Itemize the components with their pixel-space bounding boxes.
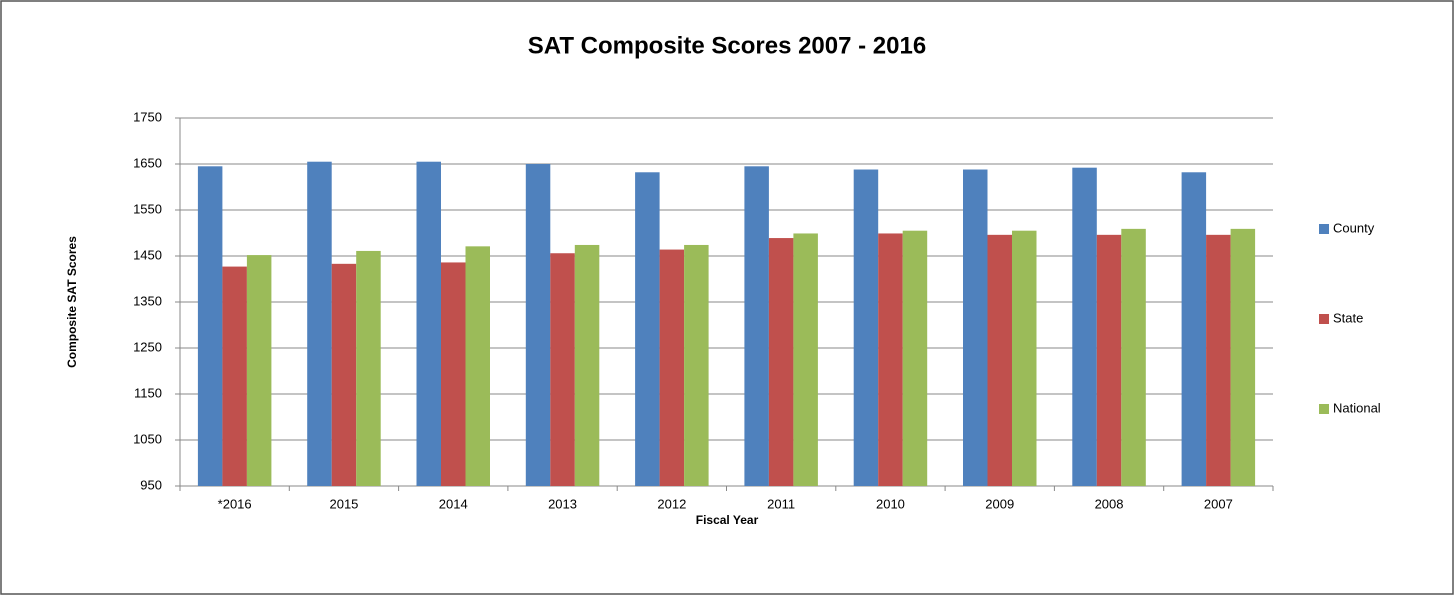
y-tick-label: 1150 [134,385,162,400]
bar [793,233,818,486]
bar [635,172,660,486]
bar [356,250,381,486]
bar [197,166,223,487]
x-tick-label: 2012 [657,496,686,511]
bar [659,249,685,486]
bar [878,233,903,486]
bar [222,266,247,486]
bar [1096,234,1122,486]
x-tick-label: 2013 [548,496,577,511]
x-tick-label: 2008 [1095,496,1124,511]
y-tick-label: 1750 [133,109,162,124]
y-tick-label: 1650 [133,155,162,170]
bar [550,253,575,486]
x-tick-label: 2011 [767,496,795,511]
legend-swatch [1319,224,1329,234]
bar [1206,234,1231,486]
bar [1121,228,1146,487]
bar [441,262,466,486]
bar [1181,172,1207,486]
x-tick-label: 2014 [439,496,468,511]
bar [1072,167,1097,486]
legend-label: National [1333,400,1381,415]
bar [416,161,441,486]
bar [331,263,357,486]
x-tick-label: 2015 [329,496,358,511]
y-tick-label: 1250 [133,339,162,354]
x-tick-label: *2016 [218,496,252,511]
x-tick-label: 2009 [985,496,1014,511]
bar [902,230,928,486]
legend-label: State [1333,310,1363,325]
bar [853,169,879,486]
y-tick-label: 950 [140,477,162,492]
legend-swatch [1319,404,1329,414]
y-tick-label: 1350 [133,293,162,308]
bar [987,234,1012,486]
y-axis-title: Composite SAT Scores [65,236,79,368]
bar [963,169,988,486]
bar [1012,230,1037,486]
y-tick-label: 1550 [133,201,162,216]
bar [525,164,551,486]
y-tick-label: 1050 [133,431,162,446]
x-tick-label: 2007 [1204,496,1233,511]
x-axis-title: Fiscal Year [696,513,759,527]
chart-title: SAT Composite Scores 2007 - 2016 [528,32,926,59]
bar [744,166,769,487]
bar [574,244,600,486]
y-tick-label: 1450 [133,247,162,262]
bar [1230,228,1256,487]
x-tick-label: 2010 [876,496,905,511]
bar [465,246,490,486]
bar [684,244,709,486]
legend-label: County [1333,220,1375,235]
bar [246,255,272,486]
legend-swatch [1319,314,1329,324]
bar [768,238,794,486]
bar [307,161,332,486]
